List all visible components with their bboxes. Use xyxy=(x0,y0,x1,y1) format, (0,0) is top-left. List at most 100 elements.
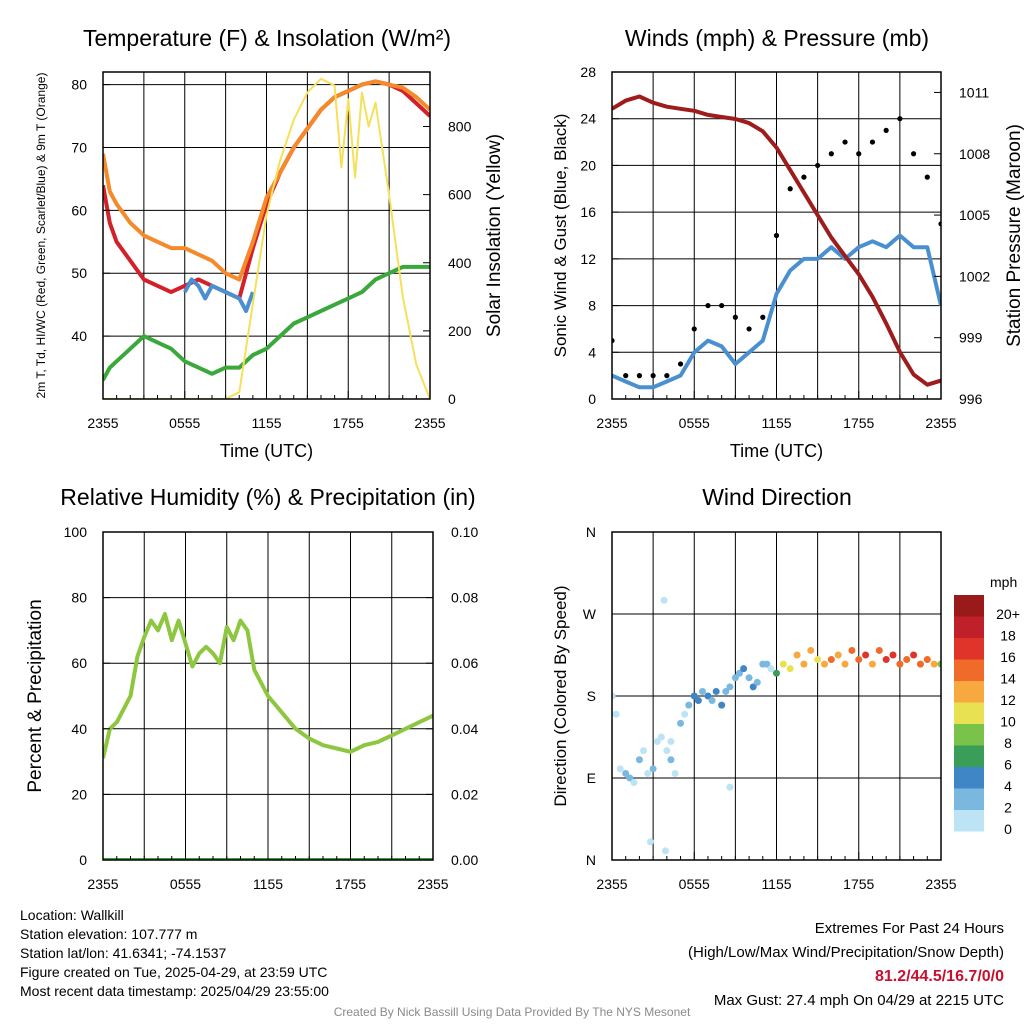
direction-point xyxy=(882,656,890,664)
figure-created: Figure created on Tue, 2025-04-29, at 23… xyxy=(20,964,328,980)
direction-point xyxy=(698,687,706,695)
y2-tick-label: 0.02 xyxy=(451,786,478,802)
gust-point xyxy=(664,373,670,379)
y2-tick-label: 600 xyxy=(448,187,472,203)
y-tick-label: 40 xyxy=(71,721,87,737)
gust-point xyxy=(815,162,821,169)
legend-label: 8 xyxy=(1004,735,1012,751)
direction-point xyxy=(800,660,808,668)
y-tick-label: 0 xyxy=(79,852,87,868)
direction-point xyxy=(657,733,665,741)
x-tick-label: 2355 xyxy=(596,876,627,892)
direction-point xyxy=(749,683,757,691)
x-tick-label: 1155 xyxy=(251,415,281,431)
direction-point xyxy=(896,660,904,668)
y2-tick-label: 200 xyxy=(448,323,472,339)
y-tick-label: 4 xyxy=(588,344,596,360)
gust-point xyxy=(801,174,807,180)
direction-point xyxy=(779,660,787,668)
legend-label: 20+ xyxy=(996,606,1020,622)
legend-swatch xyxy=(954,616,984,638)
y-tick-label: 28 xyxy=(580,64,596,80)
y-axis-label: Direction (Colored By Speed) xyxy=(551,585,570,806)
legend-label: 18 xyxy=(1000,627,1016,643)
direction-point xyxy=(612,692,616,700)
y-tick-label: 0 xyxy=(588,391,596,407)
y-tick-label: E xyxy=(587,770,596,786)
legend-label: 0 xyxy=(1004,821,1012,837)
direction-point xyxy=(868,660,876,668)
x-axis-label: Time (UTC) xyxy=(220,441,313,461)
series-insolation xyxy=(103,77,430,399)
y2-tick-label: 0.06 xyxy=(451,655,478,671)
legend-label: 14 xyxy=(1000,670,1016,686)
legend-swatch xyxy=(954,638,984,660)
y2-axis-label: Station Pressure (Maroon) xyxy=(1004,124,1024,347)
direction-point xyxy=(661,847,669,855)
chart-title: Temperature (F) & Insolation (W/m²) xyxy=(83,25,451,51)
plot-area xyxy=(612,596,941,855)
x-tick-label: 0555 xyxy=(679,876,710,892)
direction-point xyxy=(646,838,654,846)
x-tick-label: 1755 xyxy=(335,876,366,892)
gust-point xyxy=(691,326,697,332)
extremes-subtitle: (High/Low/Max Wind/Precipitation/Snow De… xyxy=(688,944,1004,961)
direction-point xyxy=(685,701,693,709)
y-tick-label: 12 xyxy=(580,251,596,267)
direction-point xyxy=(660,596,668,604)
direction-point xyxy=(793,651,801,659)
direction-point xyxy=(616,765,624,773)
x-tick-label: 1155 xyxy=(761,415,791,431)
y-tick-label: 16 xyxy=(580,204,596,220)
gust-point xyxy=(924,174,930,180)
direction-point xyxy=(681,710,689,718)
direction-point xyxy=(745,674,753,682)
gust-point xyxy=(760,314,766,320)
direction-point xyxy=(875,646,883,654)
x-tick-label: 1155 xyxy=(761,876,791,892)
y-tick-label: 80 xyxy=(71,590,87,606)
extremes-info: Extremes For Past 24 Hours (High/Low/Max… xyxy=(688,917,1004,1013)
y2-tick-label: 800 xyxy=(448,119,472,135)
y-tick-label: 20 xyxy=(71,786,87,802)
gust-point xyxy=(705,302,711,309)
max-gust: Max Gust: 27.4 mph On 04/29 at 2215 UTC xyxy=(713,992,1004,1009)
plot-area xyxy=(103,612,433,860)
x-tick-label: 1755 xyxy=(843,876,874,892)
y-axis-label: Percent & Precipitation xyxy=(25,599,46,792)
y2-tick-label: 0.04 xyxy=(451,721,478,737)
credit-line: Created By Nick Bassill Using Data Provi… xyxy=(333,1005,691,1019)
gust-point xyxy=(636,373,643,379)
y2-tick-label: 999 xyxy=(959,330,983,346)
series-dewpoint xyxy=(103,264,430,382)
direction-point xyxy=(722,687,730,695)
y-tick-label: N xyxy=(586,852,596,868)
plot-area xyxy=(103,77,430,399)
x-tick-label: 2355 xyxy=(596,415,627,431)
direction-point xyxy=(814,656,822,664)
chart-title: Wind Direction xyxy=(702,484,852,510)
y-axis-label: Sonic Wind & Gust (Blue, Black) xyxy=(551,114,570,358)
legend-swatch xyxy=(954,659,984,681)
x-tick-label: 2355 xyxy=(87,415,118,431)
direction-point xyxy=(671,769,679,777)
station-location: Location: Wallkill xyxy=(20,907,124,923)
y-tick-label: 24 xyxy=(580,111,596,127)
gust-point xyxy=(842,139,848,145)
chart-3: Relative Humidity (%) & Precipitation (i… xyxy=(25,484,478,892)
y-tick-label: 70 xyxy=(71,139,87,155)
gust-point xyxy=(897,116,903,122)
legend-swatch xyxy=(954,810,984,832)
legend-label: 4 xyxy=(1004,778,1012,794)
direction-point xyxy=(622,769,630,777)
x-tick-label: 0555 xyxy=(170,876,201,892)
direction-point xyxy=(786,665,794,673)
direction-point xyxy=(740,665,748,673)
series-pressure xyxy=(612,94,941,387)
direction-point xyxy=(910,651,918,659)
direction-point xyxy=(667,738,675,746)
direction-point xyxy=(735,669,743,677)
chart-2: Winds (mph) & Pressure (mb) 2355 0555 1155 1… xyxy=(551,25,1024,461)
x-tick-label: 2355 xyxy=(414,415,445,431)
